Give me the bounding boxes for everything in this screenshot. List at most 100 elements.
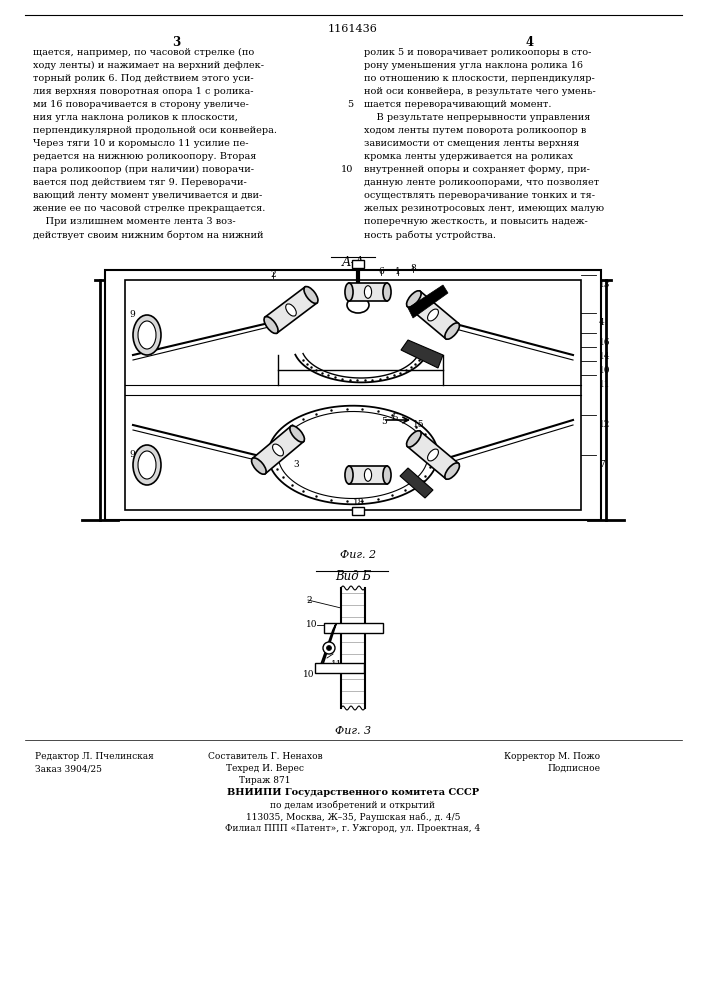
Text: 14: 14 bbox=[599, 352, 611, 361]
Text: 7: 7 bbox=[599, 460, 604, 469]
Text: Через тяги 10 и коромысло 11 усилие пе-: Через тяги 10 и коромысло 11 усилие пе- bbox=[33, 139, 248, 148]
Text: Фиг. 3: Фиг. 3 bbox=[335, 726, 371, 736]
Text: 1: 1 bbox=[395, 267, 401, 276]
Ellipse shape bbox=[445, 323, 460, 339]
Ellipse shape bbox=[407, 431, 421, 447]
Ellipse shape bbox=[273, 444, 284, 456]
Ellipse shape bbox=[290, 426, 305, 442]
Text: ми 16 поворачивается в сторону увеличе-: ми 16 поворачивается в сторону увеличе- bbox=[33, 100, 249, 109]
Text: пара роликоопор (при наличии) поворачи-: пара роликоопор (при наличии) поворачи- bbox=[33, 165, 254, 174]
Ellipse shape bbox=[364, 469, 372, 481]
Text: лия верхняя поворотная опора 1 с ролика-: лия верхняя поворотная опора 1 с ролика- bbox=[33, 87, 254, 96]
Text: Редактор Л. Пчелинская: Редактор Л. Пчелинская bbox=[35, 752, 153, 761]
Text: по отношению к плоскости, перпендикуляр-: по отношению к плоскости, перпендикуляр- bbox=[364, 74, 595, 83]
Ellipse shape bbox=[252, 458, 266, 474]
Text: рону уменьшения угла наклона ролика 16: рону уменьшения угла наклона ролика 16 bbox=[364, 61, 583, 70]
Ellipse shape bbox=[347, 297, 369, 313]
Text: ВНИИПИ Государственного комитета СССР: ВНИИПИ Государственного комитета СССР bbox=[227, 788, 479, 797]
Text: 10: 10 bbox=[599, 366, 611, 375]
Text: 113035, Москва, Ж–35, Раушская наб., д. 4/5: 113035, Москва, Ж–35, Раушская наб., д. … bbox=[246, 812, 460, 822]
Text: А-А: А-А bbox=[341, 256, 365, 269]
Text: Тираж 871: Тираж 871 bbox=[239, 776, 291, 785]
Text: внутренней опоры и сохраняет форму, при-: внутренней опоры и сохраняет форму, при- bbox=[364, 165, 590, 174]
Text: 12: 12 bbox=[599, 420, 610, 429]
Text: Вид Б: Вид Б bbox=[335, 570, 371, 583]
Text: 4: 4 bbox=[599, 318, 604, 327]
Polygon shape bbox=[408, 285, 448, 318]
Text: Корректор М. Пожо: Корректор М. Пожо bbox=[504, 752, 600, 761]
Text: 9: 9 bbox=[129, 310, 135, 319]
Text: 3: 3 bbox=[172, 36, 180, 49]
Ellipse shape bbox=[138, 321, 156, 349]
Text: осуществлять переворачивание тонких и тя-: осуществлять переворачивание тонких и тя… bbox=[364, 191, 595, 200]
Text: Составитель Г. Ненахов: Составитель Г. Ненахов bbox=[208, 752, 322, 761]
Ellipse shape bbox=[323, 642, 335, 654]
Text: 1161436: 1161436 bbox=[328, 24, 378, 34]
Text: 4: 4 bbox=[526, 36, 534, 49]
Text: шается переворачивающий момент.: шается переворачивающий момент. bbox=[364, 100, 551, 109]
Bar bbox=[125, 280, 581, 510]
Ellipse shape bbox=[304, 287, 318, 303]
Text: 5: 5 bbox=[347, 100, 353, 109]
Ellipse shape bbox=[327, 646, 332, 650]
Text: 9: 9 bbox=[129, 450, 135, 459]
Text: 15: 15 bbox=[413, 420, 425, 429]
Ellipse shape bbox=[264, 317, 278, 333]
Text: Заказ 3904/25: Заказ 3904/25 bbox=[35, 764, 102, 773]
Text: 2: 2 bbox=[306, 596, 312, 605]
Text: 18: 18 bbox=[354, 498, 365, 507]
Text: желых резинотросовых лент, имеющих малую: желых резинотросовых лент, имеющих малую bbox=[364, 204, 604, 213]
Text: 11: 11 bbox=[331, 660, 342, 669]
Ellipse shape bbox=[428, 309, 438, 321]
Ellipse shape bbox=[428, 449, 438, 461]
Polygon shape bbox=[401, 340, 443, 368]
Text: 10: 10 bbox=[303, 670, 315, 679]
Text: При излишнем моменте лента 3 воз-: При излишнем моменте лента 3 воз- bbox=[33, 217, 235, 226]
Bar bbox=[324, 623, 382, 633]
Text: Филиал ППП «Патент», г. Ужгород, ул. Проектная, 4: Филиал ППП «Патент», г. Ужгород, ул. Про… bbox=[226, 824, 481, 833]
Text: Фиг. 2: Фиг. 2 bbox=[340, 550, 376, 560]
Text: ходом ленты путем поворота роликоопор в: ходом ленты путем поворота роликоопор в bbox=[364, 126, 586, 135]
Polygon shape bbox=[265, 287, 317, 333]
Text: Подписное: Подписное bbox=[547, 764, 600, 773]
Text: 3: 3 bbox=[293, 460, 298, 469]
Ellipse shape bbox=[407, 291, 421, 307]
Text: 13: 13 bbox=[599, 280, 610, 289]
Text: зависимости от смещения ленты верхняя: зависимости от смещения ленты верхняя bbox=[364, 139, 579, 148]
Text: действует своим нижним бортом на нижний: действует своим нижним бортом на нижний bbox=[33, 230, 264, 239]
Text: 8: 8 bbox=[410, 264, 416, 273]
Text: 6: 6 bbox=[378, 267, 384, 276]
Text: 16: 16 bbox=[599, 338, 611, 347]
Text: вается под действием тяг 9. Переворачи-: вается под действием тяг 9. Переворачи- bbox=[33, 178, 247, 187]
Text: В результате непрерывности управления: В результате непрерывности управления bbox=[364, 113, 590, 122]
Text: кромка ленты удерживается на роликах: кромка ленты удерживается на роликах bbox=[364, 152, 573, 161]
Text: ность работы устройства.: ность работы устройства. bbox=[364, 230, 496, 239]
Bar bbox=[352, 260, 364, 268]
Ellipse shape bbox=[133, 445, 161, 485]
Text: 17: 17 bbox=[352, 263, 363, 272]
Text: торный ролик 6. Под действием этого уси-: торный ролик 6. Под действием этого уси- bbox=[33, 74, 254, 83]
Text: 5: 5 bbox=[381, 417, 387, 426]
Ellipse shape bbox=[345, 466, 353, 484]
Text: поперечную жесткость, и повысить надеж-: поперечную жесткость, и повысить надеж- bbox=[364, 217, 588, 226]
Ellipse shape bbox=[345, 283, 353, 301]
Text: вающий ленту момент увеличивается и дви-: вающий ленту момент увеличивается и дви- bbox=[33, 191, 262, 200]
Text: ходу ленты) и нажимает на верхний дефлек-: ходу ленты) и нажимает на верхний дефлек… bbox=[33, 61, 264, 70]
Text: перпендикулярной продольной оси конвейера.: перпендикулярной продольной оси конвейер… bbox=[33, 126, 277, 135]
Text: данную ленте роликоопорами, что позволяет: данную ленте роликоопорами, что позволяе… bbox=[364, 178, 599, 187]
Polygon shape bbox=[319, 624, 336, 670]
Ellipse shape bbox=[138, 451, 156, 479]
Ellipse shape bbox=[133, 315, 161, 355]
Text: по делам изобретений и открытий: по делам изобретений и открытий bbox=[271, 800, 436, 810]
Ellipse shape bbox=[445, 463, 460, 479]
Ellipse shape bbox=[383, 466, 391, 484]
Text: 2: 2 bbox=[270, 270, 276, 279]
Text: Б: Б bbox=[391, 413, 397, 422]
Text: 10: 10 bbox=[306, 620, 317, 629]
Text: ния угла наклона роликов к плоскости,: ния угла наклона роликов к плоскости, bbox=[33, 113, 238, 122]
Bar bbox=[315, 663, 364, 673]
Text: щается, например, по часовой стрелке (по: щается, например, по часовой стрелке (по bbox=[33, 48, 255, 57]
Polygon shape bbox=[407, 431, 459, 479]
Polygon shape bbox=[349, 466, 387, 484]
Text: 10: 10 bbox=[341, 165, 353, 174]
